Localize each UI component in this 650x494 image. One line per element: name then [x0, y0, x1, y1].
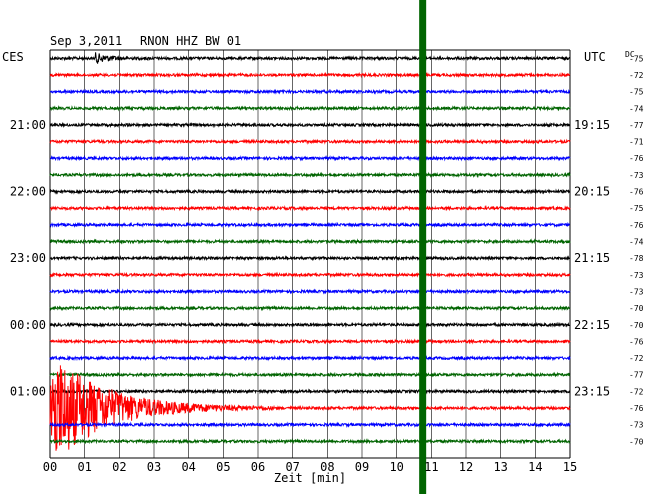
- trace-row-15: [49, 304, 571, 312]
- recording-date: Sep 3,2011: [50, 34, 122, 48]
- trace-row-12: [49, 255, 571, 262]
- dc-offset-value: -73: [629, 287, 644, 296]
- station-name: RNON HHZ BW 01: [140, 34, 241, 48]
- x-tick-label: 03: [147, 460, 161, 474]
- left-time-label: 01:00: [10, 384, 46, 398]
- x-tick-label: 15: [563, 460, 577, 474]
- right-time-label: 23:15: [574, 384, 610, 398]
- dc-offset-value: -70: [629, 304, 644, 313]
- seismic-traces: [49, 52, 571, 451]
- trace-row-10: [49, 221, 571, 229]
- x-axis-label: Zeit [min]: [274, 471, 346, 485]
- dc-offset-value: -77: [629, 371, 644, 380]
- x-tick-label: 14: [528, 460, 542, 474]
- dc-offset-value: -71: [629, 138, 644, 147]
- right-time-label: 20:15: [574, 185, 610, 199]
- dc-offset-value: -72: [629, 71, 644, 80]
- right-timezone-label: UTC: [584, 50, 606, 64]
- trace-row-2: [49, 88, 571, 95]
- x-tick-label: 08: [320, 460, 334, 474]
- dc-offset-value: -74: [629, 104, 644, 113]
- dc-offset-value: -75: [629, 54, 644, 63]
- x-tick-label: 13: [493, 460, 507, 474]
- trace-row-14: [49, 288, 571, 295]
- dc-offset-value: -73: [629, 271, 644, 280]
- trace-row-6: [49, 155, 571, 162]
- left-time-label: 21:00: [10, 118, 46, 132]
- trace-row-7: [49, 171, 571, 179]
- dc-offset-value: -76: [629, 154, 644, 163]
- dc-offset-value: -76: [629, 404, 644, 413]
- dc-offset-value: -73: [629, 421, 644, 430]
- trace-row-21: [49, 365, 571, 451]
- dc-label: DC: [625, 50, 635, 59]
- x-tick-label: 04: [181, 460, 195, 474]
- left-timezone-label: CES: [2, 50, 24, 64]
- left-time-labels: 21:00 22:00 23:00 00:00 01:00: [10, 118, 46, 398]
- right-time-label: 21:15: [574, 251, 610, 265]
- dc-offset-value: -78: [629, 254, 644, 263]
- x-tick-label: 05: [216, 460, 230, 474]
- dc-offset-value: -70: [629, 321, 644, 330]
- x-tick-label: 09: [355, 460, 369, 474]
- trace-row-4: [49, 121, 571, 129]
- trace-row-20: [49, 388, 571, 395]
- trace-row-16: [49, 321, 571, 328]
- x-tick-label: 00: [43, 460, 57, 474]
- dc-offset-value: -76: [629, 221, 644, 230]
- dc-offset-value: -76: [629, 188, 644, 197]
- trace-row-19: [49, 371, 571, 378]
- dc-offset-value: -72: [629, 354, 644, 363]
- trace-row-3: [49, 105, 571, 112]
- x-tick-label: 02: [112, 460, 126, 474]
- dc-offset-labels: -75 -72 -75 -74 -77 -71 -76 -73 -76 -75 -76 -74 -78 -…: [629, 54, 644, 446]
- trace-row-0: [49, 52, 571, 64]
- dc-offset-value: -72: [629, 387, 644, 396]
- right-time-labels: 19:15 20:15 21:15 22:15 23:15: [574, 118, 610, 398]
- trace-row-22: [49, 421, 571, 428]
- trace-row-11: [49, 238, 571, 245]
- trace-row-5: [49, 138, 571, 145]
- x-tick-label: 10: [389, 460, 403, 474]
- grid-lines: [49, 49, 571, 459]
- dc-offset-value: -76: [629, 337, 644, 346]
- trace-row-8: [49, 188, 571, 195]
- trace-row-23: [49, 438, 571, 445]
- dc-offset-value: -77: [629, 121, 644, 130]
- left-time-label: 00:00: [10, 318, 46, 332]
- x-tick-label: 01: [77, 460, 91, 474]
- dc-offset-value: -75: [629, 88, 644, 97]
- trace-row-18: [49, 354, 571, 362]
- left-time-label: 23:00: [10, 251, 46, 265]
- x-tick-label: 11: [424, 460, 438, 474]
- time-marker-bar: [419, 0, 427, 494]
- trace-row-13: [49, 271, 571, 279]
- x-tick-labels: 00 01 02 03 04 05 06 07 08 09 10 11 12 13 14 15: [43, 460, 577, 474]
- x-tick-label: 07: [285, 460, 299, 474]
- trace-row-17: [49, 338, 571, 345]
- right-time-label: 19:15: [574, 118, 610, 132]
- left-time-label: 22:00: [10, 185, 46, 199]
- x-tick-label: 06: [251, 460, 265, 474]
- right-time-label: 22:15: [574, 318, 610, 332]
- dc-offset-value: -74: [629, 238, 644, 247]
- trace-row-1: [49, 71, 571, 79]
- dc-offset-value: -70: [629, 437, 644, 446]
- dc-offset-value: -75: [629, 204, 644, 213]
- trace-row-9: [49, 204, 571, 212]
- dc-offset-value: -73: [629, 171, 644, 180]
- x-tick-label: 12: [459, 460, 473, 474]
